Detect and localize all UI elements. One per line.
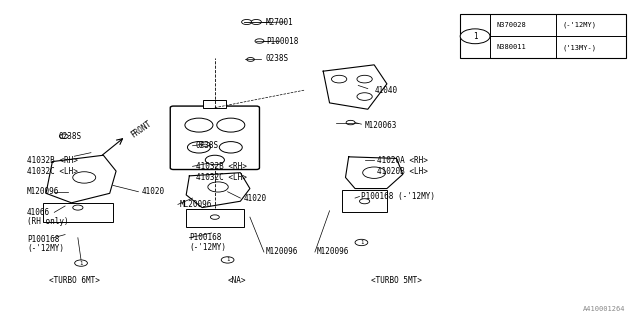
Text: 41020: 41020 (244, 194, 267, 203)
Text: 41020A <RH>: 41020A <RH> (378, 156, 428, 164)
Circle shape (357, 93, 372, 100)
Text: ML20096: ML20096 (180, 200, 212, 209)
Text: M120096: M120096 (27, 187, 60, 196)
Text: 1: 1 (226, 257, 229, 262)
Text: 41032C <LH>: 41032C <LH> (27, 167, 77, 176)
Circle shape (188, 142, 211, 153)
Text: 0238S: 0238S (196, 141, 219, 150)
Text: M120096: M120096 (266, 247, 298, 257)
Text: M27001: M27001 (266, 18, 294, 27)
Circle shape (360, 199, 370, 204)
Text: 41020: 41020 (141, 187, 164, 196)
Bar (186, 209, 244, 227)
Text: <TURBO 5MT>: <TURBO 5MT> (371, 276, 422, 285)
Circle shape (205, 155, 225, 165)
Circle shape (251, 20, 261, 25)
Circle shape (185, 118, 213, 132)
Text: P100168: P100168 (189, 233, 221, 242)
Circle shape (346, 120, 355, 125)
Circle shape (460, 29, 490, 44)
Circle shape (211, 215, 220, 219)
Text: M120063: M120063 (365, 121, 397, 130)
Text: 41066: 41066 (27, 208, 50, 217)
Text: <NA>: <NA> (228, 276, 246, 285)
Bar (204, 100, 227, 108)
Bar (342, 190, 387, 212)
Circle shape (246, 58, 254, 61)
Text: <TURBO 6MT>: <TURBO 6MT> (49, 276, 100, 285)
Circle shape (357, 75, 372, 83)
Text: FRONT: FRONT (129, 119, 153, 140)
Text: N380011: N380011 (497, 44, 526, 50)
Circle shape (332, 75, 347, 83)
Text: (RH only): (RH only) (27, 217, 68, 226)
Text: 0238S: 0238S (59, 132, 82, 141)
Circle shape (363, 167, 386, 178)
Text: A410001264: A410001264 (584, 306, 626, 312)
Text: M120096: M120096 (317, 247, 349, 257)
FancyBboxPatch shape (170, 106, 259, 170)
Bar (460, 14, 626, 59)
Text: 41020B <LH>: 41020B <LH> (378, 167, 428, 176)
Bar (43, 203, 113, 222)
Text: P100018: P100018 (266, 36, 298, 45)
Text: P100168: P100168 (27, 235, 60, 244)
Text: 1: 1 (79, 260, 83, 266)
Text: ('13MY-): ('13MY-) (563, 44, 597, 51)
Circle shape (73, 172, 96, 183)
Text: N370028: N370028 (497, 22, 526, 28)
Text: (-'12MY): (-'12MY) (27, 244, 64, 253)
Text: (-'12MY): (-'12MY) (189, 243, 227, 252)
Text: P100168 (-'12MY): P100168 (-'12MY) (362, 192, 435, 201)
Circle shape (221, 257, 234, 263)
Circle shape (201, 142, 210, 146)
Text: 41040: 41040 (374, 86, 397, 95)
Circle shape (217, 118, 245, 132)
Circle shape (208, 182, 228, 192)
Text: 1: 1 (473, 32, 477, 41)
Circle shape (220, 142, 243, 153)
Circle shape (60, 134, 68, 139)
Text: 41032C <LH>: 41032C <LH> (196, 173, 246, 182)
Circle shape (255, 39, 264, 43)
Text: (-'12MY): (-'12MY) (563, 22, 597, 28)
Text: 41032B <RH>: 41032B <RH> (196, 162, 246, 171)
Text: 1: 1 (360, 240, 363, 245)
Circle shape (73, 205, 83, 210)
Circle shape (355, 239, 368, 246)
Text: 41032B <RH>: 41032B <RH> (27, 156, 77, 164)
Text: 0238S: 0238S (266, 54, 289, 63)
Circle shape (75, 260, 88, 266)
Circle shape (242, 20, 252, 25)
